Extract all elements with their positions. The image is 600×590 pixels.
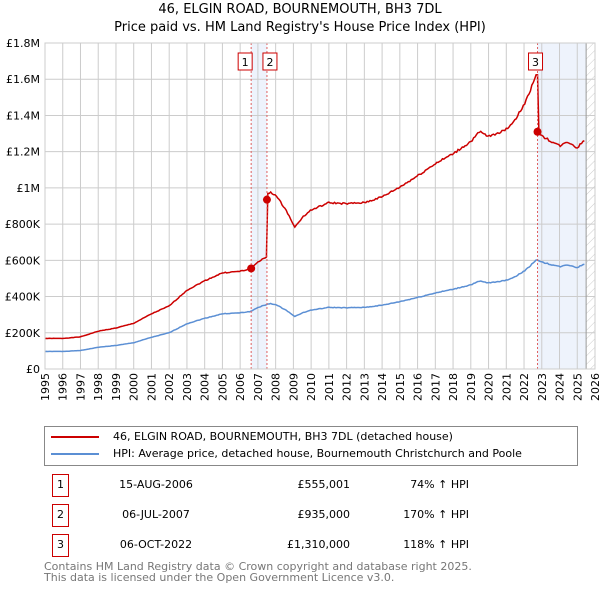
- sale-period-shade: [251, 43, 267, 369]
- sale-date: 15-AUG-2006: [119, 478, 193, 491]
- sale-row: 1 15-AUG-2006 £555,001 74% ↑ HPI: [44, 474, 544, 498]
- footer-line-2: This data is licensed under the Open Gov…: [44, 571, 395, 584]
- post-sale-shade: [537, 43, 587, 369]
- x-tick-label: 2021: [500, 373, 513, 401]
- footer-line-1: Contains HM Land Registry data © Crown c…: [44, 560, 472, 573]
- hpi-line: [44, 259, 585, 353]
- x-tick-label: 1998: [92, 373, 105, 401]
- x-tick-label: 2002: [163, 373, 176, 401]
- sale-price: £935,000: [297, 508, 351, 521]
- x-tick-label: 2022: [518, 373, 531, 401]
- x-tick-label: 2020: [483, 373, 496, 401]
- sale-row: 3 06-OCT-2022 £1,310,000 118% ↑ HPI: [44, 534, 544, 558]
- x-tick-label: 1995: [39, 373, 52, 401]
- footer: Contains HM Land Registry data © Crown c…: [44, 561, 472, 583]
- legend: 46, ELGIN ROAD, BOURNEMOUTH, BH3 7DL (de…: [44, 426, 578, 466]
- y-tick-label: £1.8M: [6, 37, 40, 50]
- legend-hpi-label: HPI: Average price, detached house, Bour…: [113, 447, 522, 460]
- x-tick-label: 2019: [465, 373, 478, 401]
- x-tick-label: 2009: [287, 373, 300, 401]
- sale-label-box: [237, 52, 253, 71]
- y-tick-label: £1.6M: [6, 73, 40, 86]
- x-tick-label: 2016: [412, 373, 425, 401]
- y-tick-label: £1.4M: [6, 109, 40, 122]
- sale-point: [533, 127, 542, 136]
- sale-row: 2 06-JUL-2007 £935,000 170% ↑ HPI: [44, 504, 544, 528]
- sale-label-box: [528, 52, 544, 71]
- sale-marker-number: 3: [52, 534, 69, 557]
- sale-marker-number: 1: [52, 474, 69, 497]
- sale-marker-number: 2: [52, 504, 69, 527]
- sale-date: 06-JUL-2007: [122, 508, 190, 521]
- y-tick-label: £800K: [5, 218, 41, 231]
- y-tick-label: £0: [26, 363, 40, 376]
- plot-border: [44, 42, 596, 370]
- sale-price: £555,001: [297, 478, 351, 491]
- x-tick-label: 2000: [128, 373, 141, 401]
- x-tick-label: 2001: [145, 373, 158, 401]
- x-tick-label: 1996: [57, 373, 70, 401]
- x-tick-label: 2026: [589, 373, 600, 401]
- x-tick-label: 2012: [341, 373, 354, 401]
- sale-hpi-change: 170% ↑ HPI: [403, 508, 469, 521]
- y-tick-label: £600K: [5, 254, 41, 267]
- x-tick-label: 1997: [74, 373, 87, 401]
- sale-hpi-change: 118% ↑ HPI: [403, 538, 469, 551]
- sale-point: [247, 264, 256, 273]
- property-line: [44, 73, 585, 340]
- y-tick-label: £200K: [5, 327, 41, 340]
- price-chart: 1995 1996 1997 1998 1999 2000 2001 2002 2003 2004…: [5, 37, 600, 401]
- sale-hpi-change: 74% ↑ HPI: [410, 478, 469, 491]
- x-tick-label: 2005: [216, 373, 229, 401]
- x-tick-label: 2024: [554, 373, 567, 401]
- sale-label-number: 3: [532, 56, 539, 69]
- x-tick-label: 2013: [358, 373, 371, 401]
- x-tick-label: 2006: [234, 373, 247, 401]
- sale-price: £1,310,000: [287, 538, 350, 551]
- no-data-hatch: [586, 43, 595, 369]
- sale-point: [262, 195, 271, 204]
- y-tick-label: £1.2M: [6, 146, 40, 159]
- x-tick-label: 2004: [199, 373, 212, 401]
- x-tick-label: 2018: [447, 373, 460, 401]
- x-tick-label: 2025: [571, 373, 584, 401]
- sale-label-box: [262, 52, 278, 71]
- x-tick-label: 2007: [252, 373, 265, 401]
- x-tick-label: 2010: [305, 373, 318, 401]
- sale-label-number: 2: [266, 56, 273, 69]
- x-tick-label: 2015: [394, 373, 407, 401]
- x-tick-label: 2023: [536, 373, 549, 401]
- sale-label-number: 1: [242, 56, 249, 69]
- x-tick-label: 2014: [376, 373, 389, 401]
- x-tick-label: 2008: [270, 373, 283, 401]
- y-tick-label: £400K: [5, 291, 41, 304]
- x-tick-label: 2017: [429, 373, 442, 401]
- chart-subtitle: Price paid vs. HM Land Registry's House …: [114, 20, 486, 35]
- x-tick-label: 2011: [323, 373, 336, 401]
- legend-property-swatch: [51, 435, 99, 438]
- x-tick-label: 2003: [181, 373, 194, 401]
- y-tick-label: £1M: [17, 182, 41, 195]
- chart-title: 46, ELGIN ROAD, BOURNEMOUTH, BH3 7DL: [158, 2, 442, 17]
- legend-property-label: 46, ELGIN ROAD, BOURNEMOUTH, BH3 7DL (de…: [113, 430, 453, 443]
- legend-hpi-swatch: [51, 452, 99, 455]
- x-tick-label: 1999: [110, 373, 123, 401]
- sale-date: 06-OCT-2022: [119, 538, 193, 551]
